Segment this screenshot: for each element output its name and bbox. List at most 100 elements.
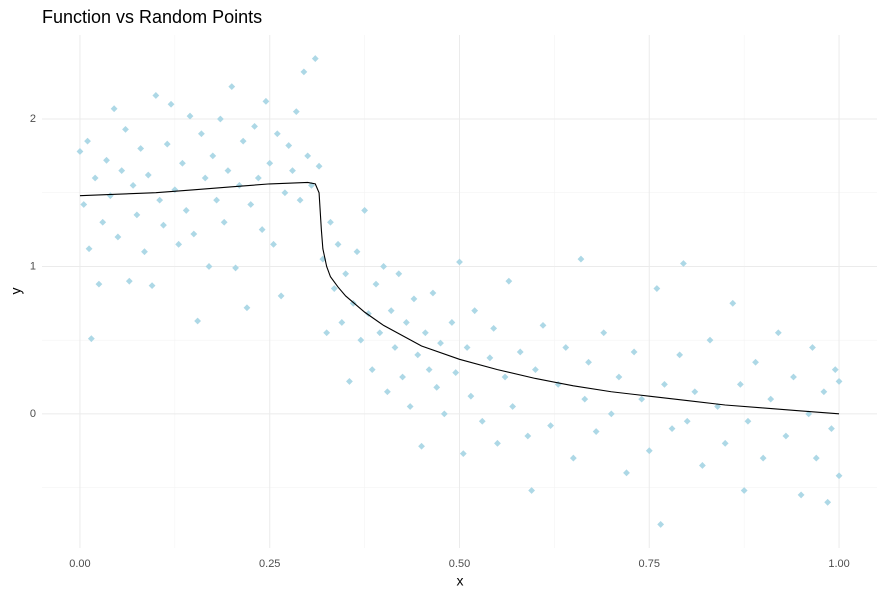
point bbox=[87, 335, 95, 343]
point bbox=[220, 218, 228, 226]
point bbox=[383, 388, 391, 396]
point bbox=[505, 277, 513, 285]
point bbox=[402, 319, 410, 326]
point bbox=[744, 417, 752, 425]
point bbox=[569, 454, 577, 462]
point bbox=[175, 240, 183, 248]
point bbox=[448, 319, 456, 326]
point bbox=[304, 152, 312, 160]
point bbox=[300, 68, 308, 76]
point bbox=[452, 369, 460, 376]
point bbox=[774, 329, 782, 337]
point bbox=[270, 240, 277, 248]
x-tick-label: 0.50 bbox=[449, 558, 470, 570]
point bbox=[410, 295, 418, 303]
point bbox=[91, 174, 99, 182]
x-tick-label: 0.25 bbox=[259, 558, 280, 570]
point bbox=[490, 324, 498, 332]
point bbox=[463, 344, 471, 351]
point bbox=[638, 395, 646, 403]
point bbox=[198, 130, 205, 138]
point bbox=[797, 491, 805, 499]
point bbox=[820, 388, 828, 396]
point bbox=[494, 439, 501, 447]
point bbox=[471, 307, 479, 315]
point bbox=[661, 380, 668, 388]
point bbox=[99, 218, 107, 226]
point bbox=[353, 248, 361, 256]
point bbox=[478, 417, 486, 425]
point bbox=[486, 354, 494, 362]
point bbox=[315, 162, 323, 170]
point bbox=[346, 378, 353, 385]
point bbox=[247, 201, 255, 208]
point bbox=[740, 487, 748, 494]
y-tick-label: 0 bbox=[30, 408, 36, 420]
point bbox=[254, 174, 262, 182]
point bbox=[266, 159, 274, 167]
point bbox=[296, 196, 304, 204]
point bbox=[141, 248, 148, 256]
point bbox=[194, 317, 202, 325]
point bbox=[653, 285, 661, 292]
point bbox=[729, 299, 737, 307]
point bbox=[239, 137, 247, 145]
point bbox=[676, 351, 684, 359]
point bbox=[509, 403, 517, 410]
point bbox=[429, 289, 437, 297]
point bbox=[736, 380, 744, 388]
point bbox=[228, 83, 236, 90]
point bbox=[440, 410, 448, 418]
point bbox=[232, 264, 239, 272]
point bbox=[399, 373, 406, 381]
point bbox=[144, 171, 152, 179]
point bbox=[137, 145, 145, 152]
point bbox=[767, 395, 775, 403]
point bbox=[376, 329, 384, 337]
point bbox=[585, 358, 592, 366]
point bbox=[831, 366, 839, 374]
point bbox=[323, 329, 331, 337]
point bbox=[235, 181, 243, 189]
point bbox=[179, 159, 186, 167]
point bbox=[562, 344, 570, 351]
point bbox=[122, 125, 129, 133]
point bbox=[125, 277, 133, 285]
point bbox=[532, 366, 539, 374]
point bbox=[668, 425, 676, 432]
point bbox=[251, 122, 258, 130]
point bbox=[148, 282, 156, 290]
x-tick-label: 1.00 bbox=[828, 558, 849, 570]
point bbox=[539, 322, 547, 329]
point bbox=[680, 260, 687, 267]
point bbox=[118, 167, 126, 175]
point bbox=[456, 258, 463, 266]
point bbox=[516, 348, 524, 356]
point bbox=[342, 270, 350, 278]
point bbox=[277, 292, 285, 300]
x-axis-label: x bbox=[457, 573, 464, 589]
point bbox=[103, 156, 110, 164]
point bbox=[824, 498, 832, 506]
point bbox=[152, 92, 160, 99]
point bbox=[361, 207, 369, 214]
point bbox=[607, 410, 615, 418]
point bbox=[285, 142, 293, 149]
point bbox=[387, 307, 395, 315]
point bbox=[289, 167, 296, 175]
point bbox=[501, 373, 509, 381]
point bbox=[524, 432, 532, 440]
point bbox=[759, 454, 767, 462]
point bbox=[163, 140, 171, 148]
point bbox=[600, 329, 608, 337]
point bbox=[418, 442, 425, 450]
point bbox=[133, 211, 141, 219]
point bbox=[577, 255, 585, 263]
point bbox=[630, 348, 638, 356]
point bbox=[76, 148, 84, 155]
point bbox=[406, 403, 414, 410]
point bbox=[201, 174, 209, 182]
point bbox=[547, 422, 554, 430]
point bbox=[805, 410, 813, 418]
point bbox=[114, 233, 122, 241]
